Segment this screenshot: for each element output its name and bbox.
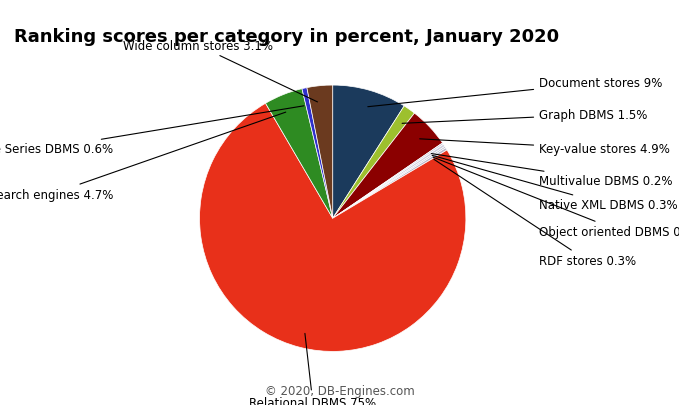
- Wedge shape: [307, 86, 333, 219]
- Wedge shape: [265, 90, 333, 219]
- Text: Wide column stores 3.1%: Wide column stores 3.1%: [123, 40, 318, 102]
- Text: Key-value stores 4.9%: Key-value stores 4.9%: [420, 139, 670, 156]
- Wedge shape: [333, 107, 414, 219]
- Text: Search engines 4.7%: Search engines 4.7%: [0, 113, 286, 201]
- Wedge shape: [200, 104, 466, 352]
- Text: Relational DBMS 75%: Relational DBMS 75%: [249, 334, 376, 405]
- Wedge shape: [302, 88, 333, 219]
- Text: Multivalue DBMS 0.2%: Multivalue DBMS 0.2%: [431, 154, 673, 188]
- Text: Graph DBMS 1.5%: Graph DBMS 1.5%: [402, 109, 648, 124]
- Wedge shape: [333, 143, 443, 219]
- Text: Time Series DBMS 0.6%: Time Series DBMS 0.6%: [0, 107, 304, 156]
- Wedge shape: [333, 114, 443, 219]
- Wedge shape: [333, 145, 445, 219]
- Wedge shape: [333, 149, 447, 219]
- Text: Ranking scores per category in percent, January 2020: Ranking scores per category in percent, …: [14, 28, 559, 46]
- Text: Object oriented DBMS 0.2%: Object oriented DBMS 0.2%: [433, 158, 679, 239]
- Wedge shape: [333, 86, 404, 219]
- Text: © 2020, DB-Engines.com: © 2020, DB-Engines.com: [265, 384, 414, 397]
- Text: Document stores 9%: Document stores 9%: [368, 77, 663, 107]
- Text: Native XML DBMS 0.3%: Native XML DBMS 0.3%: [433, 156, 678, 212]
- Wedge shape: [333, 147, 445, 219]
- Text: RDF stores 0.3%: RDF stores 0.3%: [434, 160, 636, 268]
